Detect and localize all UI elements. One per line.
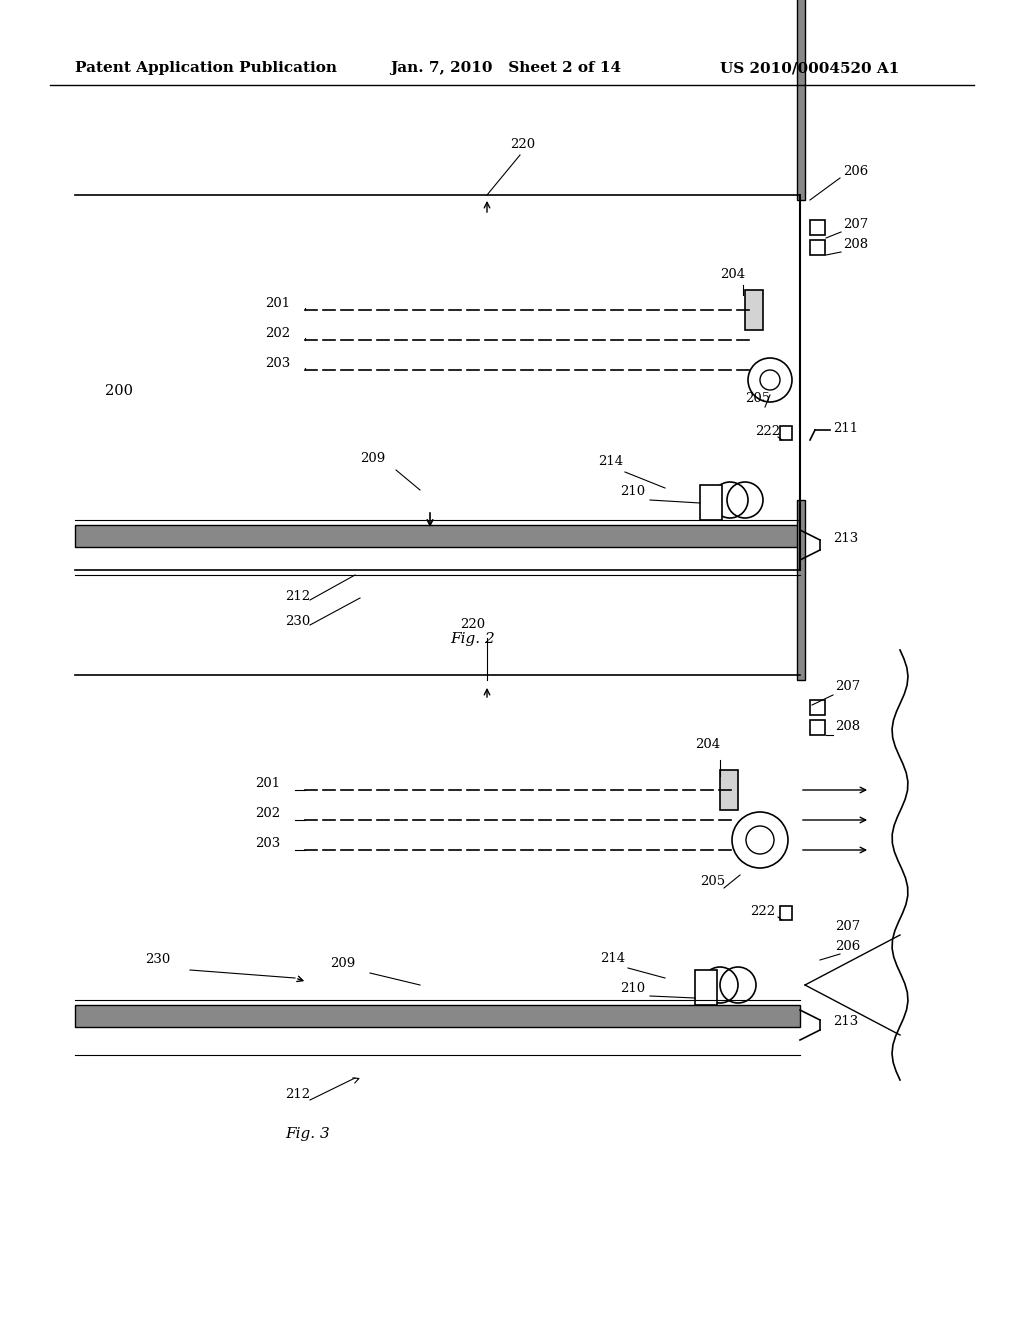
Text: 200: 200 xyxy=(105,384,133,399)
Text: 201: 201 xyxy=(265,297,290,310)
Text: 214: 214 xyxy=(600,952,625,965)
Text: 212: 212 xyxy=(285,1088,310,1101)
Bar xyxy=(797,500,805,680)
Text: 213: 213 xyxy=(833,1015,858,1028)
Text: 214: 214 xyxy=(598,455,624,469)
Text: 222: 222 xyxy=(755,425,780,438)
Text: Fig. 2: Fig. 2 xyxy=(450,632,495,645)
Bar xyxy=(695,970,717,1005)
Text: US 2010/0004520 A1: US 2010/0004520 A1 xyxy=(720,61,899,75)
Text: 230: 230 xyxy=(145,953,170,966)
Text: 206: 206 xyxy=(835,940,860,953)
Text: 220: 220 xyxy=(460,618,485,631)
Bar xyxy=(810,700,825,715)
Text: 204: 204 xyxy=(695,738,720,751)
Bar xyxy=(780,906,792,920)
Text: 207: 207 xyxy=(835,920,860,933)
Text: 213: 213 xyxy=(833,532,858,545)
Bar xyxy=(797,0,805,201)
Bar xyxy=(700,484,722,520)
Text: 208: 208 xyxy=(835,719,860,733)
Text: 209: 209 xyxy=(360,451,385,465)
Text: 205: 205 xyxy=(745,392,770,405)
Text: 202: 202 xyxy=(255,807,281,820)
Bar xyxy=(75,1005,800,1027)
Text: 202: 202 xyxy=(265,327,290,341)
Text: 204: 204 xyxy=(720,268,745,281)
Text: 206: 206 xyxy=(843,165,868,178)
Bar xyxy=(810,719,825,735)
Text: 207: 207 xyxy=(843,218,868,231)
Bar xyxy=(810,240,825,255)
Bar xyxy=(75,525,800,546)
Text: 205: 205 xyxy=(700,875,725,888)
Text: 212: 212 xyxy=(285,590,310,603)
Text: 230: 230 xyxy=(285,615,310,628)
Bar xyxy=(720,770,738,810)
Bar xyxy=(745,290,763,330)
Text: 211: 211 xyxy=(833,422,858,436)
Text: 208: 208 xyxy=(843,238,868,251)
Text: 203: 203 xyxy=(265,356,290,370)
Bar xyxy=(780,426,792,440)
Text: Patent Application Publication: Patent Application Publication xyxy=(75,61,337,75)
Text: Jan. 7, 2010   Sheet 2 of 14: Jan. 7, 2010 Sheet 2 of 14 xyxy=(390,61,622,75)
Text: 220: 220 xyxy=(510,139,536,150)
Text: 209: 209 xyxy=(330,957,355,970)
Text: 222: 222 xyxy=(750,906,775,917)
Text: 207: 207 xyxy=(835,680,860,693)
Bar xyxy=(810,220,825,235)
Text: 210: 210 xyxy=(620,484,645,498)
Text: 210: 210 xyxy=(620,982,645,995)
Text: 203: 203 xyxy=(255,837,281,850)
Text: Fig. 3: Fig. 3 xyxy=(285,1127,330,1140)
Text: 201: 201 xyxy=(255,777,281,789)
